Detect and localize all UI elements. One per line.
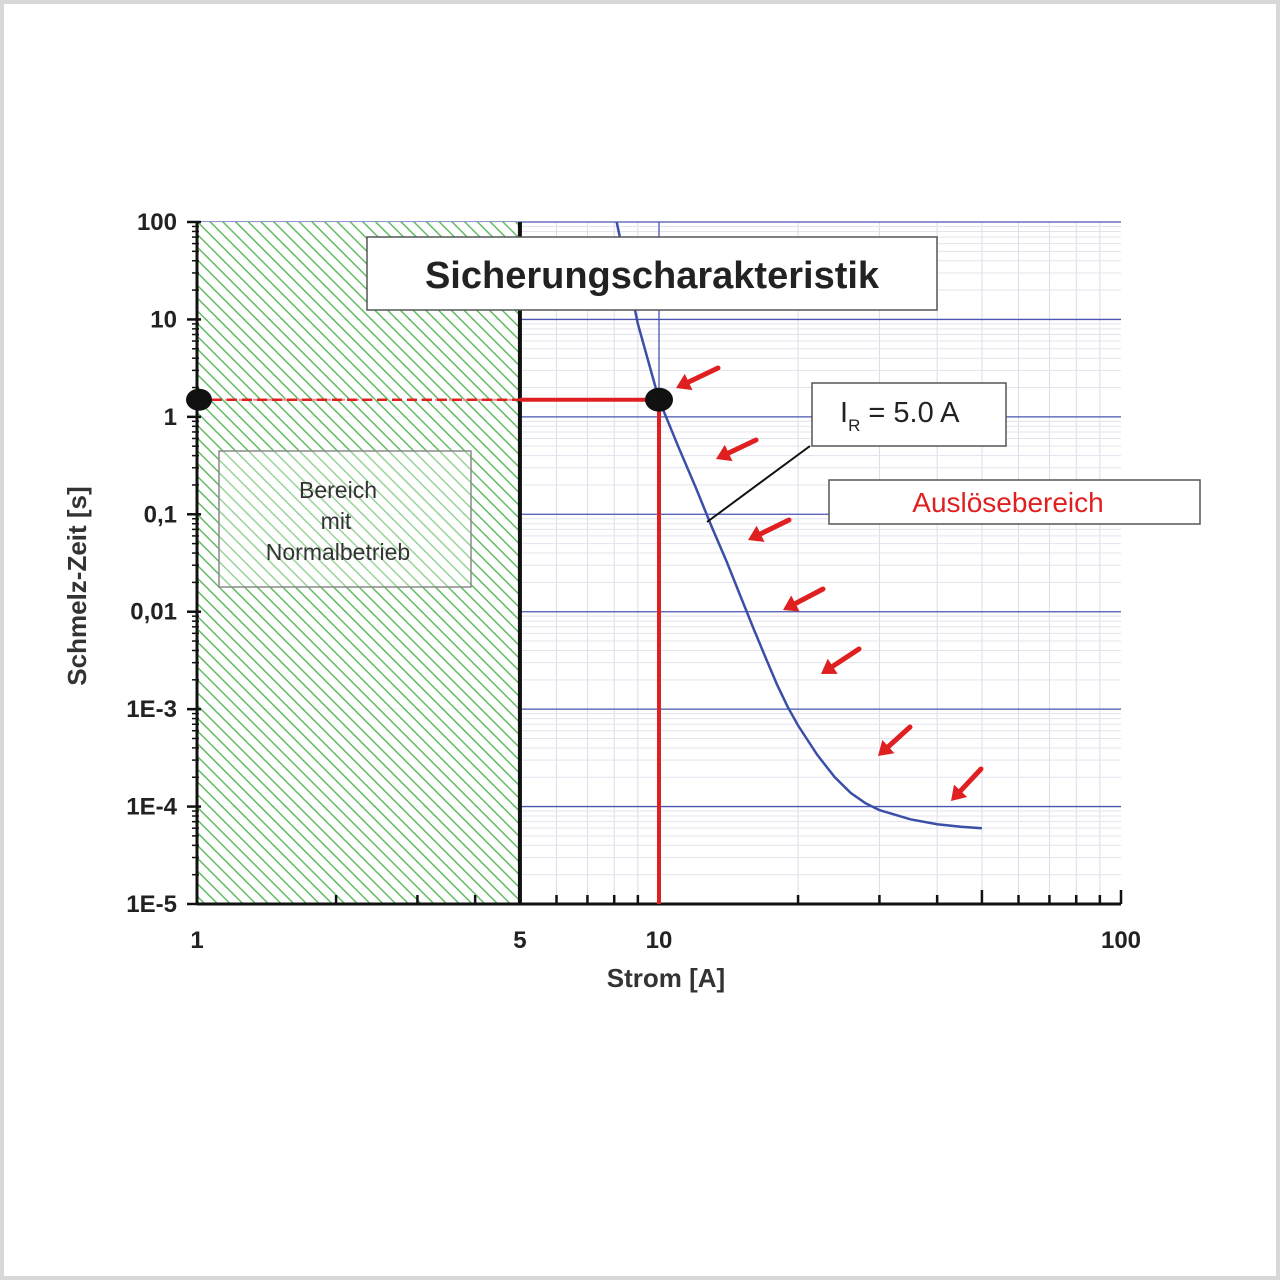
x-tick-labels: 1 5 10 100 [190,927,1141,954]
rated-current-annotation: IR = 5.0 A [811,382,1007,447]
rated-value: = 5.0 A [860,397,960,429]
y-tick-label: 100 [137,209,177,236]
y-tick-label: 10 [150,306,177,333]
trip-arrow-head [748,525,765,542]
operating-point-marker [645,387,673,412]
trip-arrow-head [716,444,733,462]
operating-point-y-marker [186,388,212,411]
trip-direction-arrows [676,365,984,801]
trip-arrow-shaft [758,517,792,537]
normal-region-label-line: mit [321,508,352,534]
x-axis-title: Strom [A] [607,963,725,993]
normal-region-label-line: Normalbetrieb [266,539,410,565]
trip-arrow-shaft [686,365,721,385]
trip-arrow-shaft [792,586,826,606]
y-tick-label: 1E-5 [126,891,177,918]
trip-arrow-head [951,784,968,801]
trip-arrow-head [783,595,800,612]
rated-annotation-leader [706,445,811,523]
y-axis-title: Schmelz-Zeit [s] [62,486,92,685]
chart-title: Sicherungscharakteristik [425,255,880,297]
x-tick-label: 10 [646,927,673,954]
trip-arrow-head [878,739,895,756]
y-tick-label: 1E-4 [126,794,177,821]
x-tick-label: 100 [1101,927,1141,954]
y-tick-label: 1E-3 [126,696,177,723]
y-tick-labels: 100 10 1 0,1 0,01 1E-3 1E-4 1E-5 [126,209,177,918]
svg-text:IR = 5.0 A: IR = 5.0 A [840,397,960,435]
trip-arrow [821,646,862,674]
trip-arrow-head [676,373,693,391]
normal-region-label-box: Bereich mit Normalbetrieb [218,450,472,588]
trip-arrow [716,437,759,462]
x-tick-label: 5 [513,927,526,954]
trip-arrow [748,517,792,542]
y-tick-label: 1 [164,404,177,431]
rated-symbol: I [840,397,848,429]
trip-arrow [878,724,913,756]
trip-arrow-shaft [958,766,984,794]
normal-operation-region [197,222,520,904]
fuse-characteristic-chart: 1 5 10 100 100 10 1 0,1 0,01 1E-3 1E-4 1E-5 Strom … [62,209,1201,993]
trip-arrow [783,586,826,612]
trip-arrow-shaft [726,437,759,456]
trip-arrow-shaft [830,646,862,669]
chart-title-box: Sicherungscharakteristik [366,236,938,311]
normal-region-label-line: Bereich [299,477,377,503]
x-tick-label: 1 [190,927,203,954]
y-tick-label: 0,01 [130,599,177,626]
trip-arrow [676,365,721,391]
y-tick-label: 0,1 [144,501,177,528]
rated-subscript: R [848,416,860,435]
trip-arrow [951,766,984,801]
trip-arrow-shaft [885,724,913,750]
trip-region-annotation: Auslösebereich [828,479,1201,525]
trip-region-label: Auslösebereich [912,487,1103,518]
trip-arrow-head [821,658,838,674]
fuse-curve-series [615,222,982,830]
